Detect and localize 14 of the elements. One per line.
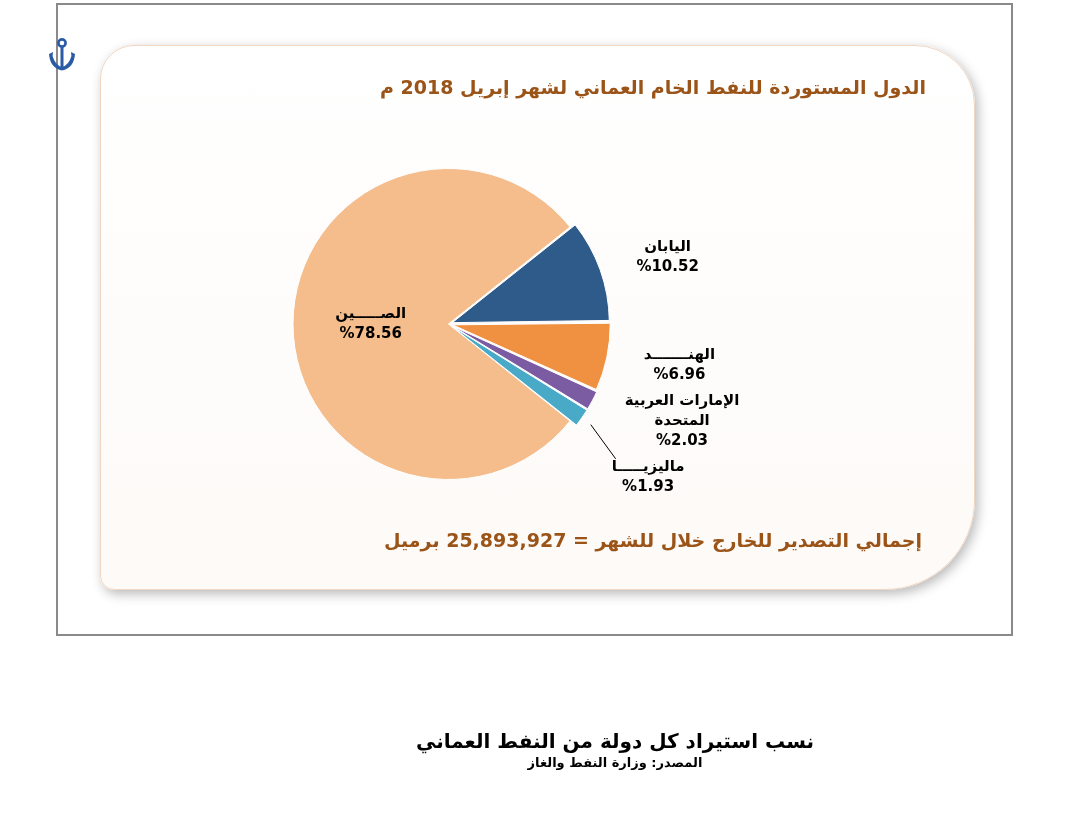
data-label: %2.03 xyxy=(656,430,709,449)
slice-label: اليابان xyxy=(644,236,691,255)
text: المصدر: وزارة النفط والغاز xyxy=(526,754,704,772)
slice-label: الهنـــــــد xyxy=(643,344,716,363)
slice-label: الصـــــين xyxy=(335,303,407,322)
chart-title: الدول المستوردة للنفط الخام العماني لشهر إبريل 2018 م xyxy=(379,76,926,98)
data-label: %1.93 xyxy=(622,476,675,495)
text: إجمالي التصدير للخارج خلال للشهر = 25,893,927 برميل xyxy=(384,529,922,551)
slice-label: الإمارات العربية المتحدة xyxy=(624,390,740,429)
text: نسب استيراد كل دولة من النفط العماني xyxy=(414,728,816,754)
data-label: %78.56 xyxy=(339,323,402,342)
data-label: %10.52 xyxy=(636,256,699,275)
data-label: %6.96 xyxy=(653,364,706,383)
slice-label: ماليزيـــــا xyxy=(611,456,685,475)
